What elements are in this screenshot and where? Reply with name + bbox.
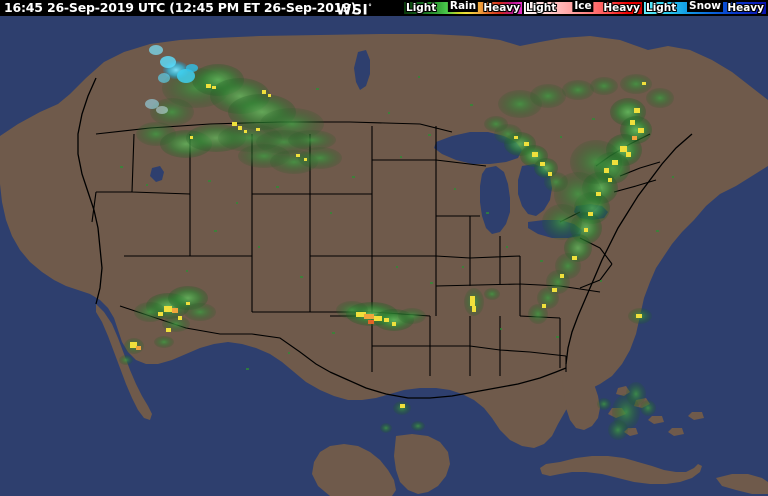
legend-ice-title: Ice — [572, 0, 594, 12]
us-mexico-border — [119, 305, 331, 373]
legend-snow-light-label: Light — [646, 2, 677, 14]
legend-ice: Light Ice Heavy — [524, 0, 642, 14]
echo-montana-snow — [145, 45, 198, 114]
radar-map-svg — [0, 34, 768, 496]
state-borders-midwest — [435, 159, 521, 316]
radar-map-canvas[interactable] — [0, 16, 768, 496]
state-borders-west — [91, 133, 311, 313]
echo-southern-plains — [336, 301, 426, 331]
legend-snow: Light Snow Heavy — [644, 0, 766, 14]
header-bar: 16:45 26-Sep-2019 UTC (12:45 PM ET 26-Se… — [0, 0, 768, 19]
wsi-logo-text: WSI — [336, 2, 369, 19]
precipitation-layer — [119, 45, 674, 440]
legend-rain-heavy-label: Heavy — [483, 2, 520, 14]
legend-snow-title: Snow — [687, 0, 723, 12]
echo-rockies — [238, 144, 342, 174]
echo-scattered-speckle — [120, 76, 674, 370]
legend-rain-light-label: Light — [406, 2, 437, 14]
lake-winnipeg — [354, 50, 370, 90]
legend-snow-heavy-label: Heavy — [727, 2, 764, 14]
wsi-logo: WSI° — [336, 0, 373, 19]
wsi-logo-mark: ° — [368, 3, 373, 11]
echo-gulf-bahamas — [380, 382, 656, 440]
timestamp-label: 16:45 26-Sep-2019 UTC (12:45 PM ET 26-Se… — [4, 0, 357, 15]
hispaniola-land — [716, 474, 768, 494]
echo-southwest — [119, 286, 216, 365]
legend-ice-heavy-label: Heavy — [603, 2, 640, 14]
legend-rain: Light Rain Heavy — [404, 0, 522, 14]
legend-rain-title: Rain — [447, 0, 479, 12]
legend-ice-light-label: Light — [526, 2, 557, 14]
gulf-coastline — [329, 367, 567, 399]
echo-ontario — [498, 74, 674, 118]
atlantic-coastline — [565, 133, 693, 365]
lake-michigan — [480, 166, 510, 234]
great-salt-lake — [150, 166, 164, 182]
yucatan-peninsula — [394, 434, 450, 494]
cuba-land — [540, 456, 702, 484]
echo-ohio-valley — [464, 288, 652, 324]
echo-upper-midwest — [484, 116, 568, 192]
pacific-coastline — [77, 77, 103, 305]
florida-peninsula — [562, 368, 600, 430]
central-america-land — [312, 444, 396, 496]
